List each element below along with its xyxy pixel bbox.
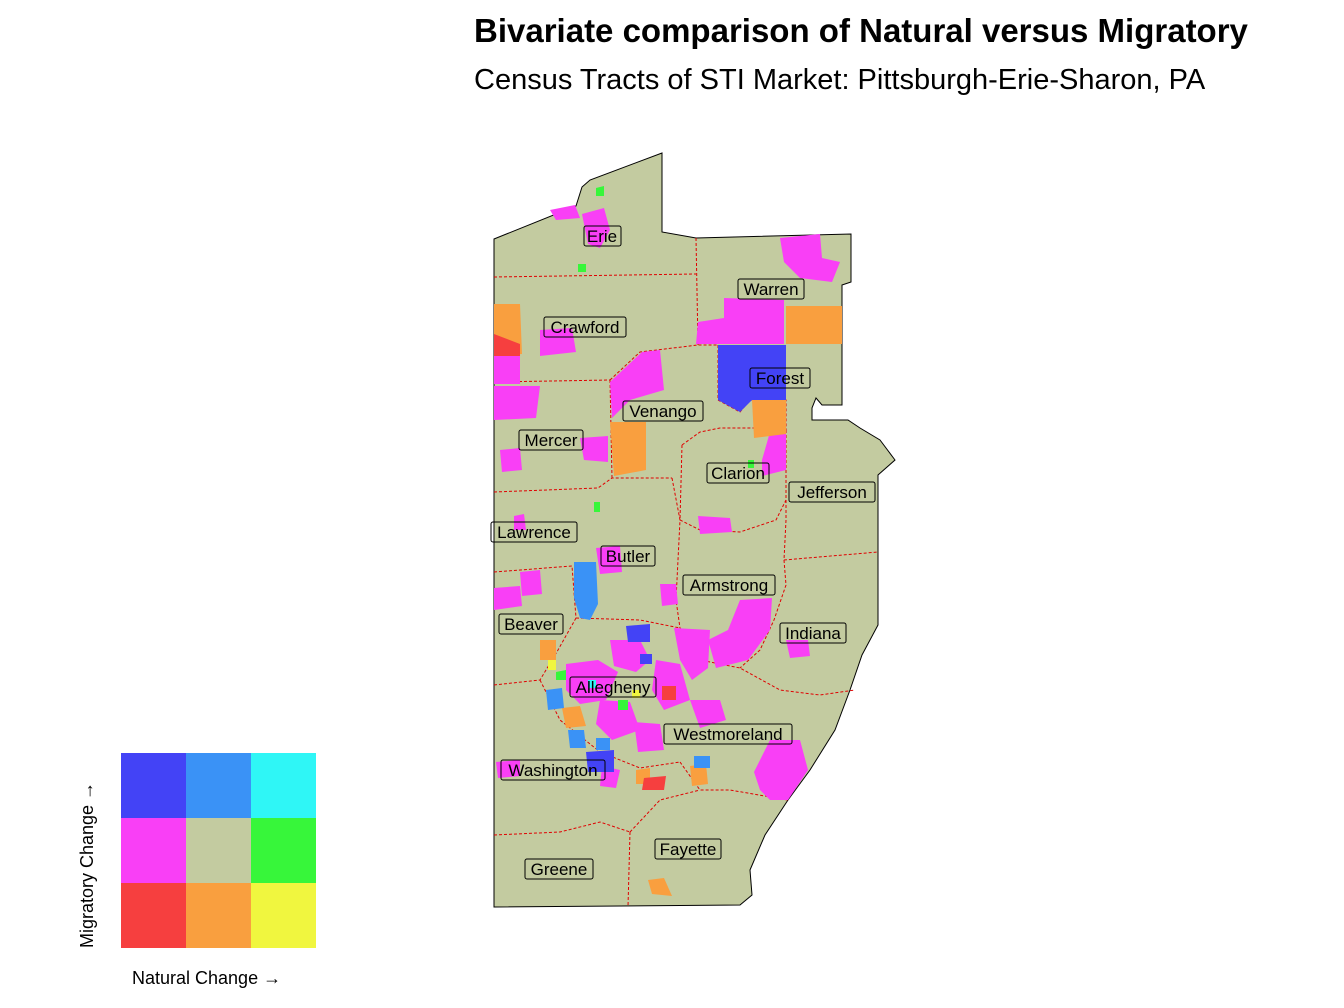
county-label-washington: Washington xyxy=(508,761,597,780)
legend-cell-r1c2 xyxy=(251,818,316,883)
map-subtitle: Census Tracts of STI Market: Pittsburgh-… xyxy=(474,64,1206,96)
legend-cell-r0c1 xyxy=(186,753,251,818)
county-label-erie: Erie xyxy=(587,227,617,246)
county-label-indiana: Indiana xyxy=(785,624,841,643)
county-label-jefferson: Jefferson xyxy=(797,483,867,502)
county-label-clarion: Clarion xyxy=(711,464,765,483)
county-label-armstrong: Armstrong xyxy=(690,576,768,595)
legend-cell-r2c1 xyxy=(186,883,251,948)
legend-cell-r2c0 xyxy=(121,883,186,948)
county-label-warren: Warren xyxy=(743,280,798,299)
county-label-greene: Greene xyxy=(531,860,588,879)
county-label-butler: Butler xyxy=(606,547,651,566)
county-label-venango: Venango xyxy=(629,402,696,421)
county-label-forest: Forest xyxy=(756,369,804,388)
county-label-beaver: Beaver xyxy=(504,615,558,634)
county-label-westmoreland: Westmoreland xyxy=(673,725,782,744)
legend-cell-r1c1 xyxy=(186,818,251,883)
county-label-lawrence: Lawrence xyxy=(497,523,571,542)
census-tracts xyxy=(494,186,842,896)
county-label-allegheny: Allegheny xyxy=(576,678,651,697)
county-label-mercer: Mercer xyxy=(525,431,578,450)
county-label-crawford: Crawford xyxy=(551,318,620,337)
legend-cell-r1c0 xyxy=(121,818,186,883)
legend-cell-r2c2 xyxy=(251,883,316,948)
legend-x-label: Natural Change → xyxy=(132,968,282,988)
map-title: Bivariate comparison of Natural versus M… xyxy=(474,12,1248,49)
county-label-fayette: Fayette xyxy=(660,840,717,859)
legend-y-label: Migratory Change → xyxy=(77,781,97,948)
county-labels: Erie Warren Crawford Forest Venango Merc… xyxy=(490,225,876,880)
legend-cell-r0c0 xyxy=(121,753,186,818)
legend-cell-r0c2 xyxy=(251,753,316,818)
